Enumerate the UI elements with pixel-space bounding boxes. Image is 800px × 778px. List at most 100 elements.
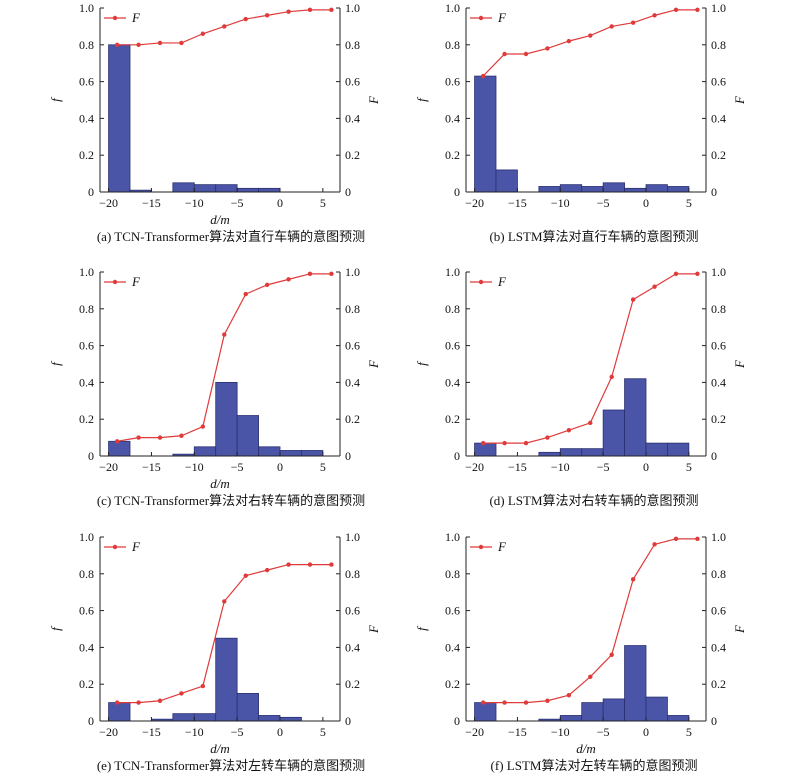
- cdf-point: [695, 271, 700, 277]
- x-tick-label: −15: [508, 196, 527, 210]
- y-left-axis-label: f: [414, 625, 429, 631]
- y-right-tick-label: 0.6: [711, 339, 726, 353]
- y-left-tick-label: 0: [454, 714, 460, 728]
- y-left-tick-label: 1.0: [445, 265, 460, 279]
- x-tick-label: −15: [142, 460, 161, 474]
- y-left-tick-label: 0.4: [445, 375, 460, 389]
- chart-panel-a: 0 0 0.2 0.2 0.4 0.4 0.6 0.6 0.8 0.8 1.0 1.0 −20 −15 −1…: [48, 1, 381, 244]
- y-right-tick-label: 0.8: [711, 302, 726, 316]
- legend-label: F: [131, 274, 141, 289]
- histogram-bar: [667, 715, 690, 722]
- legend-label: F: [497, 10, 507, 25]
- y-right-tick-label: 0.2: [345, 148, 360, 162]
- x-tick-label: 5: [686, 196, 692, 210]
- cdf-point: [329, 271, 334, 277]
- x-tick-label: 5: [320, 196, 326, 210]
- y-right-tick-label: 0: [711, 185, 717, 199]
- y-right-tick-label: 0: [345, 185, 351, 199]
- y-right-tick-label: 0.4: [345, 111, 360, 125]
- cdf-point: [264, 282, 270, 288]
- cdf-point: [286, 562, 291, 567]
- cdf-point: [673, 536, 679, 542]
- x-tick-label: −20: [465, 460, 484, 474]
- y-right-tick-label: 0.8: [345, 302, 360, 316]
- cdf-point: [523, 440, 529, 446]
- histogram-bar: [602, 698, 625, 722]
- x-tick-label: −10: [551, 196, 570, 210]
- y-right-axis-label: F: [732, 359, 747, 369]
- y-left-tick-label: 0.6: [79, 339, 94, 353]
- y-right-tick-label: 0.6: [711, 75, 726, 89]
- histogram-bar: [538, 451, 561, 457]
- y-right-axis-label: F: [366, 624, 381, 634]
- cdf-point: [329, 562, 334, 567]
- cdf-point: [545, 435, 550, 440]
- histogram-bar: [581, 448, 604, 457]
- legend-marker: [112, 544, 118, 550]
- histogram-bar: [602, 182, 625, 193]
- x-tick-label: −10: [551, 460, 570, 474]
- y-right-tick-label: 0.6: [345, 339, 360, 353]
- histogram-bar: [108, 702, 131, 722]
- panel-caption: (f) LSTM算法对左转车辆的意图预测: [491, 758, 698, 773]
- cdf-point: [652, 13, 657, 18]
- cdf-line: [482, 9, 698, 77]
- legend-marker: [478, 544, 484, 550]
- legend-label: F: [131, 10, 141, 25]
- cdf-point: [652, 542, 657, 547]
- cdf-point: [114, 42, 120, 47]
- x-tick-label: −5: [597, 196, 610, 210]
- y-right-tick-label: 0.6: [345, 75, 360, 89]
- cdf-point: [286, 9, 291, 14]
- y-right-tick-label: 0.2: [711, 677, 726, 691]
- y-left-tick-label: 0.8: [79, 38, 94, 52]
- y-right-tick-label: 0.6: [345, 604, 360, 618]
- histogram-bar: [645, 696, 668, 722]
- y-left-tick-label: 0.6: [79, 604, 94, 618]
- histogram-bar: [236, 693, 259, 722]
- y-left-tick-label: 1.0: [79, 265, 94, 279]
- y-left-tick-label: 0.2: [79, 677, 94, 691]
- cdf-point: [673, 271, 679, 277]
- histogram-bar: [474, 442, 497, 457]
- x-tick-label: −15: [142, 196, 161, 210]
- y-left-tick-label: 0.6: [445, 75, 460, 89]
- cdf-point: [200, 683, 206, 689]
- cdf-point: [243, 573, 248, 578]
- cdf-point: [609, 652, 614, 657]
- panel-caption: (b) LSTM算法对直行车辆的意图预测: [489, 229, 698, 244]
- y-left-axis-label: f: [48, 360, 63, 366]
- y-left-tick-label: 1.0: [445, 1, 460, 15]
- y-right-tick-label: 1.0: [711, 1, 726, 15]
- cdf-point: [566, 428, 572, 433]
- cdf-point: [523, 51, 529, 57]
- legend-marker: [112, 15, 118, 21]
- x-tick-label: 5: [686, 460, 692, 474]
- y-left-tick-label: 0: [88, 449, 94, 463]
- y-right-tick-label: 0: [711, 449, 717, 463]
- y-left-tick-label: 0.4: [79, 111, 94, 125]
- y-left-tick-label: 0.8: [445, 38, 460, 52]
- y-left-tick-label: 1.0: [79, 530, 94, 544]
- y-right-axis-label: F: [732, 624, 747, 634]
- histogram-bar: [581, 186, 604, 193]
- histogram-bar: [236, 415, 259, 457]
- x-tick-label: −20: [465, 196, 484, 210]
- y-right-tick-label: 1.0: [711, 265, 726, 279]
- cdf-point: [566, 693, 572, 698]
- y-left-axis-label: f: [414, 360, 429, 366]
- y-left-tick-label: 0.2: [79, 148, 94, 162]
- histogram-bar: [602, 409, 625, 457]
- cdf-point: [179, 433, 184, 438]
- histogram-bar: [258, 715, 281, 722]
- cdf-point: [114, 439, 120, 444]
- x-tick-label: −5: [231, 725, 244, 739]
- histogram-bar: [172, 182, 195, 193]
- histogram-bar: [172, 713, 195, 722]
- cdf-point: [480, 440, 486, 446]
- chart-panel-f: 0 0 0.2 0.2 0.4 0.4 0.6 0.6 0.8 0.8 1.0 1.0 −20 −15 −1…: [414, 530, 747, 773]
- y-left-tick-label: 0.8: [445, 567, 460, 581]
- y-left-tick-label: 1.0: [79, 1, 94, 15]
- y-right-tick-label: 0.8: [345, 38, 360, 52]
- cdf-line: [483, 273, 698, 444]
